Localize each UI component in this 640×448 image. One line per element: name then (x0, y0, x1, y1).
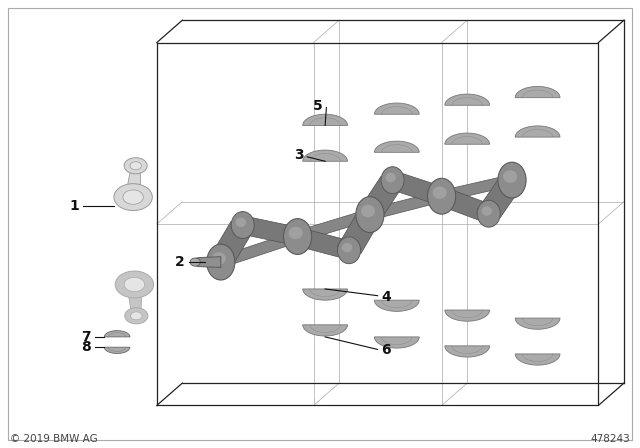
Polygon shape (303, 325, 348, 336)
Polygon shape (294, 210, 373, 241)
Ellipse shape (503, 170, 517, 183)
Polygon shape (337, 211, 382, 254)
Text: 3: 3 (294, 148, 303, 163)
Text: 6: 6 (381, 343, 391, 358)
Ellipse shape (131, 312, 142, 320)
Text: 8: 8 (81, 340, 91, 354)
Ellipse shape (130, 162, 141, 170)
Polygon shape (439, 175, 515, 201)
Polygon shape (374, 141, 419, 152)
Polygon shape (127, 284, 142, 316)
Ellipse shape (337, 237, 360, 264)
Polygon shape (104, 347, 130, 353)
Ellipse shape (115, 271, 154, 298)
Text: 1: 1 (70, 199, 79, 213)
Ellipse shape (284, 219, 312, 254)
Ellipse shape (433, 186, 447, 199)
Ellipse shape (124, 158, 147, 174)
Ellipse shape (236, 218, 246, 227)
Polygon shape (445, 94, 490, 105)
Text: 2: 2 (175, 255, 185, 269)
Ellipse shape (428, 178, 456, 214)
Ellipse shape (114, 184, 152, 211)
Polygon shape (303, 289, 348, 300)
Polygon shape (293, 228, 353, 258)
Ellipse shape (125, 308, 148, 324)
Polygon shape (218, 232, 301, 267)
Polygon shape (209, 222, 255, 266)
Ellipse shape (361, 205, 375, 217)
Polygon shape (303, 150, 348, 161)
Polygon shape (374, 103, 419, 114)
Ellipse shape (482, 207, 492, 216)
Text: 7: 7 (81, 330, 91, 344)
Ellipse shape (212, 252, 226, 265)
Ellipse shape (356, 197, 384, 233)
Polygon shape (515, 318, 560, 329)
Polygon shape (445, 133, 490, 144)
Polygon shape (477, 176, 524, 218)
Ellipse shape (385, 173, 396, 182)
Ellipse shape (124, 277, 145, 292)
Ellipse shape (477, 200, 500, 227)
Ellipse shape (289, 227, 303, 239)
Ellipse shape (342, 243, 352, 252)
Ellipse shape (498, 162, 526, 198)
Polygon shape (387, 172, 447, 204)
Ellipse shape (207, 244, 235, 280)
Polygon shape (515, 354, 560, 365)
Polygon shape (195, 257, 221, 267)
Polygon shape (104, 331, 130, 337)
Polygon shape (125, 166, 141, 198)
Polygon shape (515, 126, 560, 137)
Polygon shape (445, 310, 490, 321)
Polygon shape (367, 191, 444, 220)
Polygon shape (515, 86, 560, 98)
Polygon shape (374, 300, 419, 311)
Polygon shape (436, 188, 495, 222)
Text: © 2019 BMW AG: © 2019 BMW AG (10, 434, 97, 444)
Polygon shape (358, 177, 404, 218)
Ellipse shape (123, 190, 143, 204)
Text: 478243: 478243 (591, 434, 630, 444)
Ellipse shape (190, 258, 200, 266)
Polygon shape (374, 337, 419, 348)
Text: 5: 5 (313, 99, 323, 113)
Polygon shape (239, 216, 301, 245)
Polygon shape (303, 114, 348, 125)
Ellipse shape (381, 167, 404, 194)
Ellipse shape (231, 211, 254, 238)
Polygon shape (445, 346, 490, 357)
Text: 4: 4 (381, 289, 391, 304)
